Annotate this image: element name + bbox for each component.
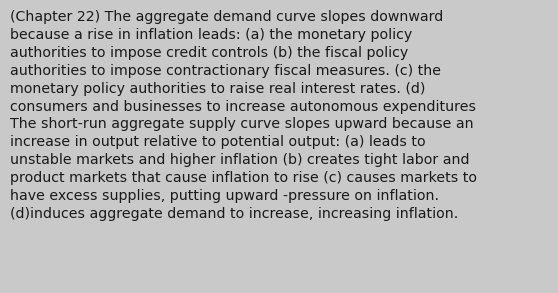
- Text: (Chapter 22) The aggregate demand curve slopes downward
because a rise in inflat: (Chapter 22) The aggregate demand curve …: [10, 10, 477, 221]
